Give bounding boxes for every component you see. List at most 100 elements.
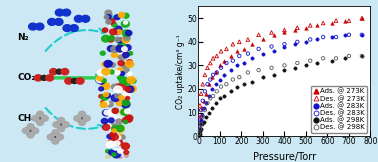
Point xyxy=(221,74,227,76)
Circle shape xyxy=(113,151,121,158)
Point xyxy=(204,83,211,86)
Point xyxy=(202,90,208,93)
Circle shape xyxy=(100,102,107,107)
Circle shape xyxy=(124,21,128,24)
Circle shape xyxy=(122,36,130,43)
Circle shape xyxy=(63,25,71,32)
Circle shape xyxy=(119,53,124,56)
Circle shape xyxy=(114,86,122,93)
Point xyxy=(201,121,207,123)
Point xyxy=(201,99,207,102)
Point xyxy=(197,125,203,128)
Point xyxy=(223,62,229,64)
Circle shape xyxy=(101,101,105,104)
Circle shape xyxy=(57,117,65,123)
Circle shape xyxy=(96,78,103,83)
Circle shape xyxy=(122,67,129,73)
Circle shape xyxy=(121,63,126,67)
Point xyxy=(359,34,365,36)
Circle shape xyxy=(122,118,129,123)
Point xyxy=(260,52,266,55)
Circle shape xyxy=(123,52,129,58)
Point xyxy=(197,123,203,126)
Circle shape xyxy=(123,79,131,85)
Point xyxy=(292,29,298,31)
Circle shape xyxy=(115,93,121,98)
Point xyxy=(197,130,203,133)
Circle shape xyxy=(115,70,120,75)
Circle shape xyxy=(121,109,129,115)
Point xyxy=(209,88,215,90)
Circle shape xyxy=(61,69,69,75)
Circle shape xyxy=(128,86,136,92)
Circle shape xyxy=(100,51,105,55)
Point xyxy=(196,130,202,133)
Circle shape xyxy=(114,152,119,155)
Circle shape xyxy=(105,15,110,19)
Point xyxy=(198,114,204,116)
Point xyxy=(271,34,277,36)
Circle shape xyxy=(99,87,104,91)
Circle shape xyxy=(124,160,128,162)
Point xyxy=(214,71,220,74)
Circle shape xyxy=(116,45,124,52)
Point xyxy=(214,55,220,57)
Point xyxy=(294,40,301,43)
Circle shape xyxy=(111,46,119,52)
Circle shape xyxy=(112,108,118,113)
Point xyxy=(204,102,211,104)
Circle shape xyxy=(101,119,108,124)
Point xyxy=(206,95,212,97)
Circle shape xyxy=(56,120,67,129)
Point xyxy=(200,116,206,119)
Circle shape xyxy=(62,122,69,127)
Circle shape xyxy=(118,76,122,79)
Circle shape xyxy=(79,111,85,117)
Circle shape xyxy=(104,62,110,67)
Circle shape xyxy=(97,76,102,81)
Circle shape xyxy=(112,134,118,140)
Point xyxy=(314,38,320,41)
Circle shape xyxy=(36,23,44,30)
Circle shape xyxy=(122,101,128,105)
Point xyxy=(203,102,209,104)
Circle shape xyxy=(111,134,116,139)
Point xyxy=(228,69,234,71)
Circle shape xyxy=(124,120,128,124)
Y-axis label: CO₂ uptake/cm³ g⁻¹: CO₂ uptake/cm³ g⁻¹ xyxy=(175,34,184,109)
Circle shape xyxy=(108,150,115,155)
Circle shape xyxy=(119,156,122,158)
Point xyxy=(281,45,287,48)
Point xyxy=(218,50,224,52)
Point xyxy=(240,48,246,50)
Point xyxy=(268,45,274,48)
Point xyxy=(196,132,202,135)
Circle shape xyxy=(112,153,116,156)
Circle shape xyxy=(106,142,114,148)
Circle shape xyxy=(125,115,133,121)
Point xyxy=(234,85,240,88)
Point xyxy=(256,48,262,50)
Circle shape xyxy=(62,9,71,16)
Circle shape xyxy=(104,61,112,67)
Point xyxy=(218,85,224,88)
Circle shape xyxy=(112,23,117,27)
Circle shape xyxy=(79,120,85,126)
Point xyxy=(245,71,251,74)
Point xyxy=(206,83,212,86)
Circle shape xyxy=(111,95,119,101)
Point xyxy=(359,55,365,57)
Circle shape xyxy=(104,110,110,115)
Circle shape xyxy=(116,100,122,106)
Circle shape xyxy=(119,96,124,100)
Circle shape xyxy=(111,124,118,129)
Point xyxy=(218,66,224,69)
Circle shape xyxy=(96,76,104,83)
Circle shape xyxy=(105,124,112,130)
Circle shape xyxy=(84,116,90,121)
Point xyxy=(320,22,326,24)
Point xyxy=(198,128,204,130)
Text: N₂: N₂ xyxy=(17,33,29,42)
Point xyxy=(281,31,287,34)
Point xyxy=(221,59,227,62)
